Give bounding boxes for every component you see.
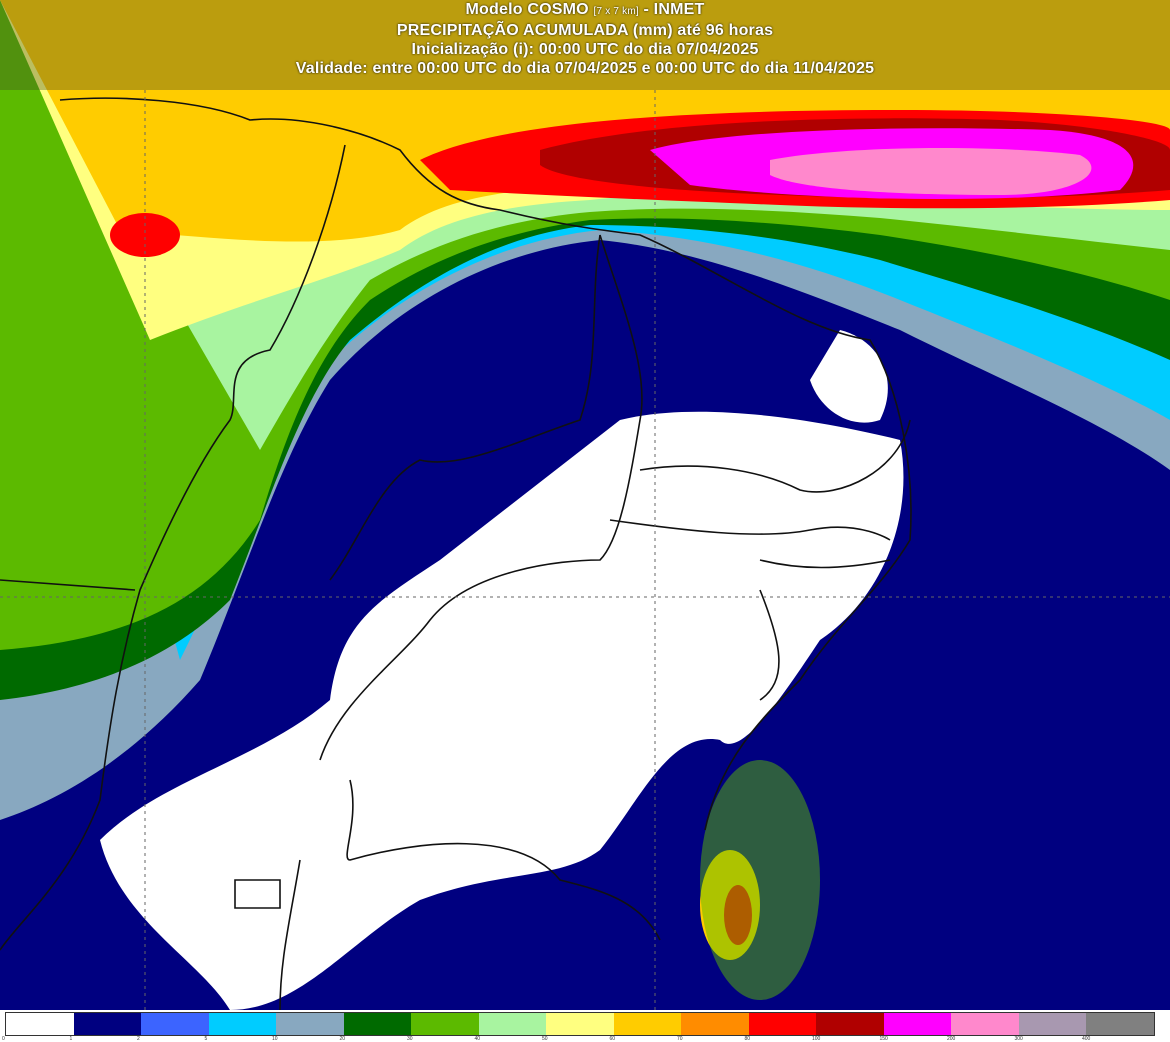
legend-swatch: 50 (542, 1013, 614, 1042)
cell-red (110, 213, 180, 257)
color-legend: 0 1 2 5 10 20 30 40 50 60 70 80 100 150 200 300 400 (2, 1012, 1155, 1042)
legend-tick-label: 5 (204, 1036, 208, 1042)
legend-tick-label: 300 (1014, 1036, 1023, 1042)
legend-swatch: 40 (475, 1013, 546, 1042)
legend-swatch: 30 (407, 1013, 479, 1042)
precipitation-map (0, 0, 1170, 1010)
legend-swatch: 1 (70, 1013, 141, 1042)
model-resolution: [7 x 7 km] (593, 6, 639, 17)
source: - INMET (643, 1, 705, 18)
map-header: Modelo COSMO [7 x 7 km] - INMET PRECIPIT… (0, 0, 1170, 90)
legend-tick-label: 80 (744, 1036, 751, 1042)
coastal-band-south (700, 760, 820, 1000)
legend-tick-label: 0 (2, 1036, 5, 1042)
legend-swatch: 10 (272, 1013, 344, 1042)
map-title: PRECIPITAÇÃO ACUMULADA (mm) até 96 horas (396, 22, 774, 39)
legend-tick-label: 200 (947, 1036, 956, 1042)
legend-tick-label: 1 (69, 1036, 73, 1042)
legend-tick-label: 150 (879, 1036, 888, 1042)
coastline-and-state-borders (0, 97, 912, 1010)
core-pink (770, 148, 1092, 195)
legend-tick-label: 10 (272, 1036, 278, 1042)
legend-swatch: 5 (205, 1013, 276, 1042)
legend-tick-label: 20 (339, 1036, 346, 1042)
legend-tick-label: 400 (1082, 1036, 1091, 1042)
model-name: Modelo COSMO (465, 1, 589, 18)
validity-period: Validade: entre 00:00 UTC do dia 07/04/2… (295, 60, 875, 77)
legend-swatch: 300 (1015, 1013, 1086, 1042)
dry-area-interior (100, 411, 904, 1010)
legend-tick-label: 100 (812, 1036, 821, 1042)
legend-swatch: 100 (812, 1013, 884, 1042)
legend-swatch: 400 (1082, 1013, 1154, 1042)
dry-area-east (810, 330, 888, 423)
legend-swatch: 20 (340, 1013, 411, 1042)
legend-swatch: 60 (610, 1013, 681, 1042)
initialization-time: Inicialização (i): 00:00 UTC do dia 07/0… (411, 41, 759, 58)
legend-tick-label: 2 (137, 1036, 140, 1042)
legend-tick-label: 30 (407, 1036, 413, 1042)
legend-swatch: 70 (677, 1013, 749, 1042)
legend-tick-label: 50 (542, 1036, 548, 1042)
lat-lon-grid (0, 90, 1170, 1010)
legend-swatch: 150 (880, 1013, 951, 1042)
legend-tick-label: 40 (474, 1036, 481, 1042)
legend-swatch: 2 (137, 1013, 209, 1042)
legend-tick-label: 70 (677, 1036, 683, 1042)
legend-tick-label: 60 (609, 1036, 616, 1042)
legend-swatch: 200 (947, 1013, 1019, 1042)
legend-swatch: 80 (745, 1013, 816, 1042)
legend-swatch: 0 (2, 1013, 74, 1042)
